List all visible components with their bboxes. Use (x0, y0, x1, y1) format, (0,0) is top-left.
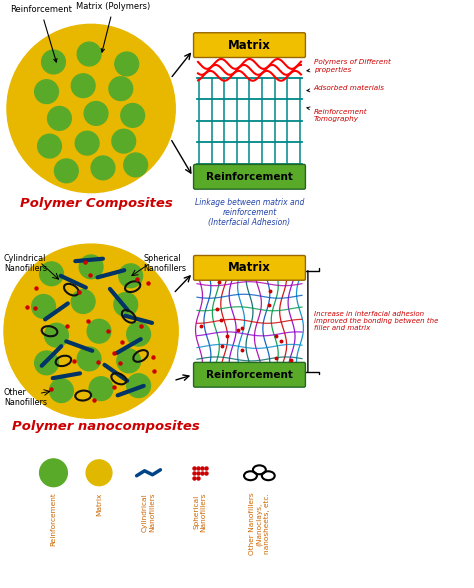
Circle shape (115, 52, 138, 76)
Circle shape (114, 293, 137, 316)
Circle shape (37, 134, 62, 158)
Text: Polymers of Different
properties: Polymers of Different properties (307, 59, 391, 72)
Circle shape (84, 102, 108, 125)
Circle shape (55, 159, 78, 183)
Circle shape (127, 322, 151, 346)
Circle shape (35, 80, 58, 103)
Circle shape (121, 103, 145, 127)
Text: Cylindrical
Nanofillers: Cylindrical Nanofillers (142, 493, 155, 532)
Circle shape (42, 50, 65, 74)
Circle shape (40, 262, 64, 286)
Text: Increase in interfacial adhesion
improved the bonding between the
filler and mat: Increase in interfacial adhesion improve… (314, 311, 438, 332)
Circle shape (91, 156, 115, 180)
Circle shape (77, 347, 101, 371)
Text: Spherical
Nanofillers: Spherical Nanofillers (144, 254, 187, 273)
Text: Matrix (Polymers): Matrix (Polymers) (76, 2, 151, 52)
Circle shape (49, 379, 73, 403)
Circle shape (35, 351, 58, 375)
Text: Matrix: Matrix (228, 261, 271, 275)
Circle shape (75, 131, 99, 155)
FancyBboxPatch shape (193, 33, 305, 58)
Circle shape (86, 460, 112, 486)
Text: Cylindrical
Nanofillers: Cylindrical Nanofillers (4, 254, 47, 273)
Text: Spherical
Nanofillers: Spherical Nanofillers (193, 493, 207, 532)
Text: Reinforcement
Tomography: Reinforcement Tomography (307, 107, 367, 122)
Circle shape (119, 264, 143, 288)
Text: Linkage between matrix and
reinforcement
(Interfacial Adhesion): Linkage between matrix and reinforcement… (195, 198, 304, 228)
Circle shape (124, 153, 147, 177)
Text: Matrix: Matrix (228, 39, 271, 52)
Circle shape (79, 255, 103, 279)
Text: Reinforcement: Reinforcement (51, 493, 56, 546)
FancyBboxPatch shape (193, 255, 305, 280)
Circle shape (47, 106, 71, 131)
Text: Matrix: Matrix (96, 493, 102, 516)
Circle shape (89, 377, 113, 400)
Text: Polymer nanocomposites: Polymer nanocomposites (12, 420, 200, 433)
Circle shape (32, 295, 55, 318)
Circle shape (71, 74, 95, 98)
FancyBboxPatch shape (193, 362, 305, 387)
Text: Other
Nanofillers: Other Nanofillers (4, 387, 47, 407)
Text: Adsorbed materials: Adsorbed materials (307, 85, 385, 92)
Circle shape (7, 24, 175, 193)
Circle shape (87, 319, 111, 343)
Text: Other Nanofillers
(Nanoclays,
nanosheets, etc.: Other Nanofillers (Nanoclays, nanosheets… (249, 493, 270, 555)
Text: Polymer Composites: Polymer Composites (20, 198, 173, 211)
Text: Reinforcement: Reinforcement (206, 370, 293, 380)
Circle shape (117, 349, 141, 373)
Circle shape (109, 77, 133, 101)
Text: Reinforcement: Reinforcement (10, 5, 72, 62)
FancyBboxPatch shape (193, 165, 305, 189)
Circle shape (4, 244, 178, 418)
Circle shape (77, 42, 101, 66)
Circle shape (112, 129, 136, 153)
Circle shape (127, 374, 151, 397)
Circle shape (71, 290, 95, 313)
Text: Reinforcement: Reinforcement (206, 172, 293, 182)
Circle shape (40, 459, 67, 487)
Circle shape (45, 323, 68, 347)
